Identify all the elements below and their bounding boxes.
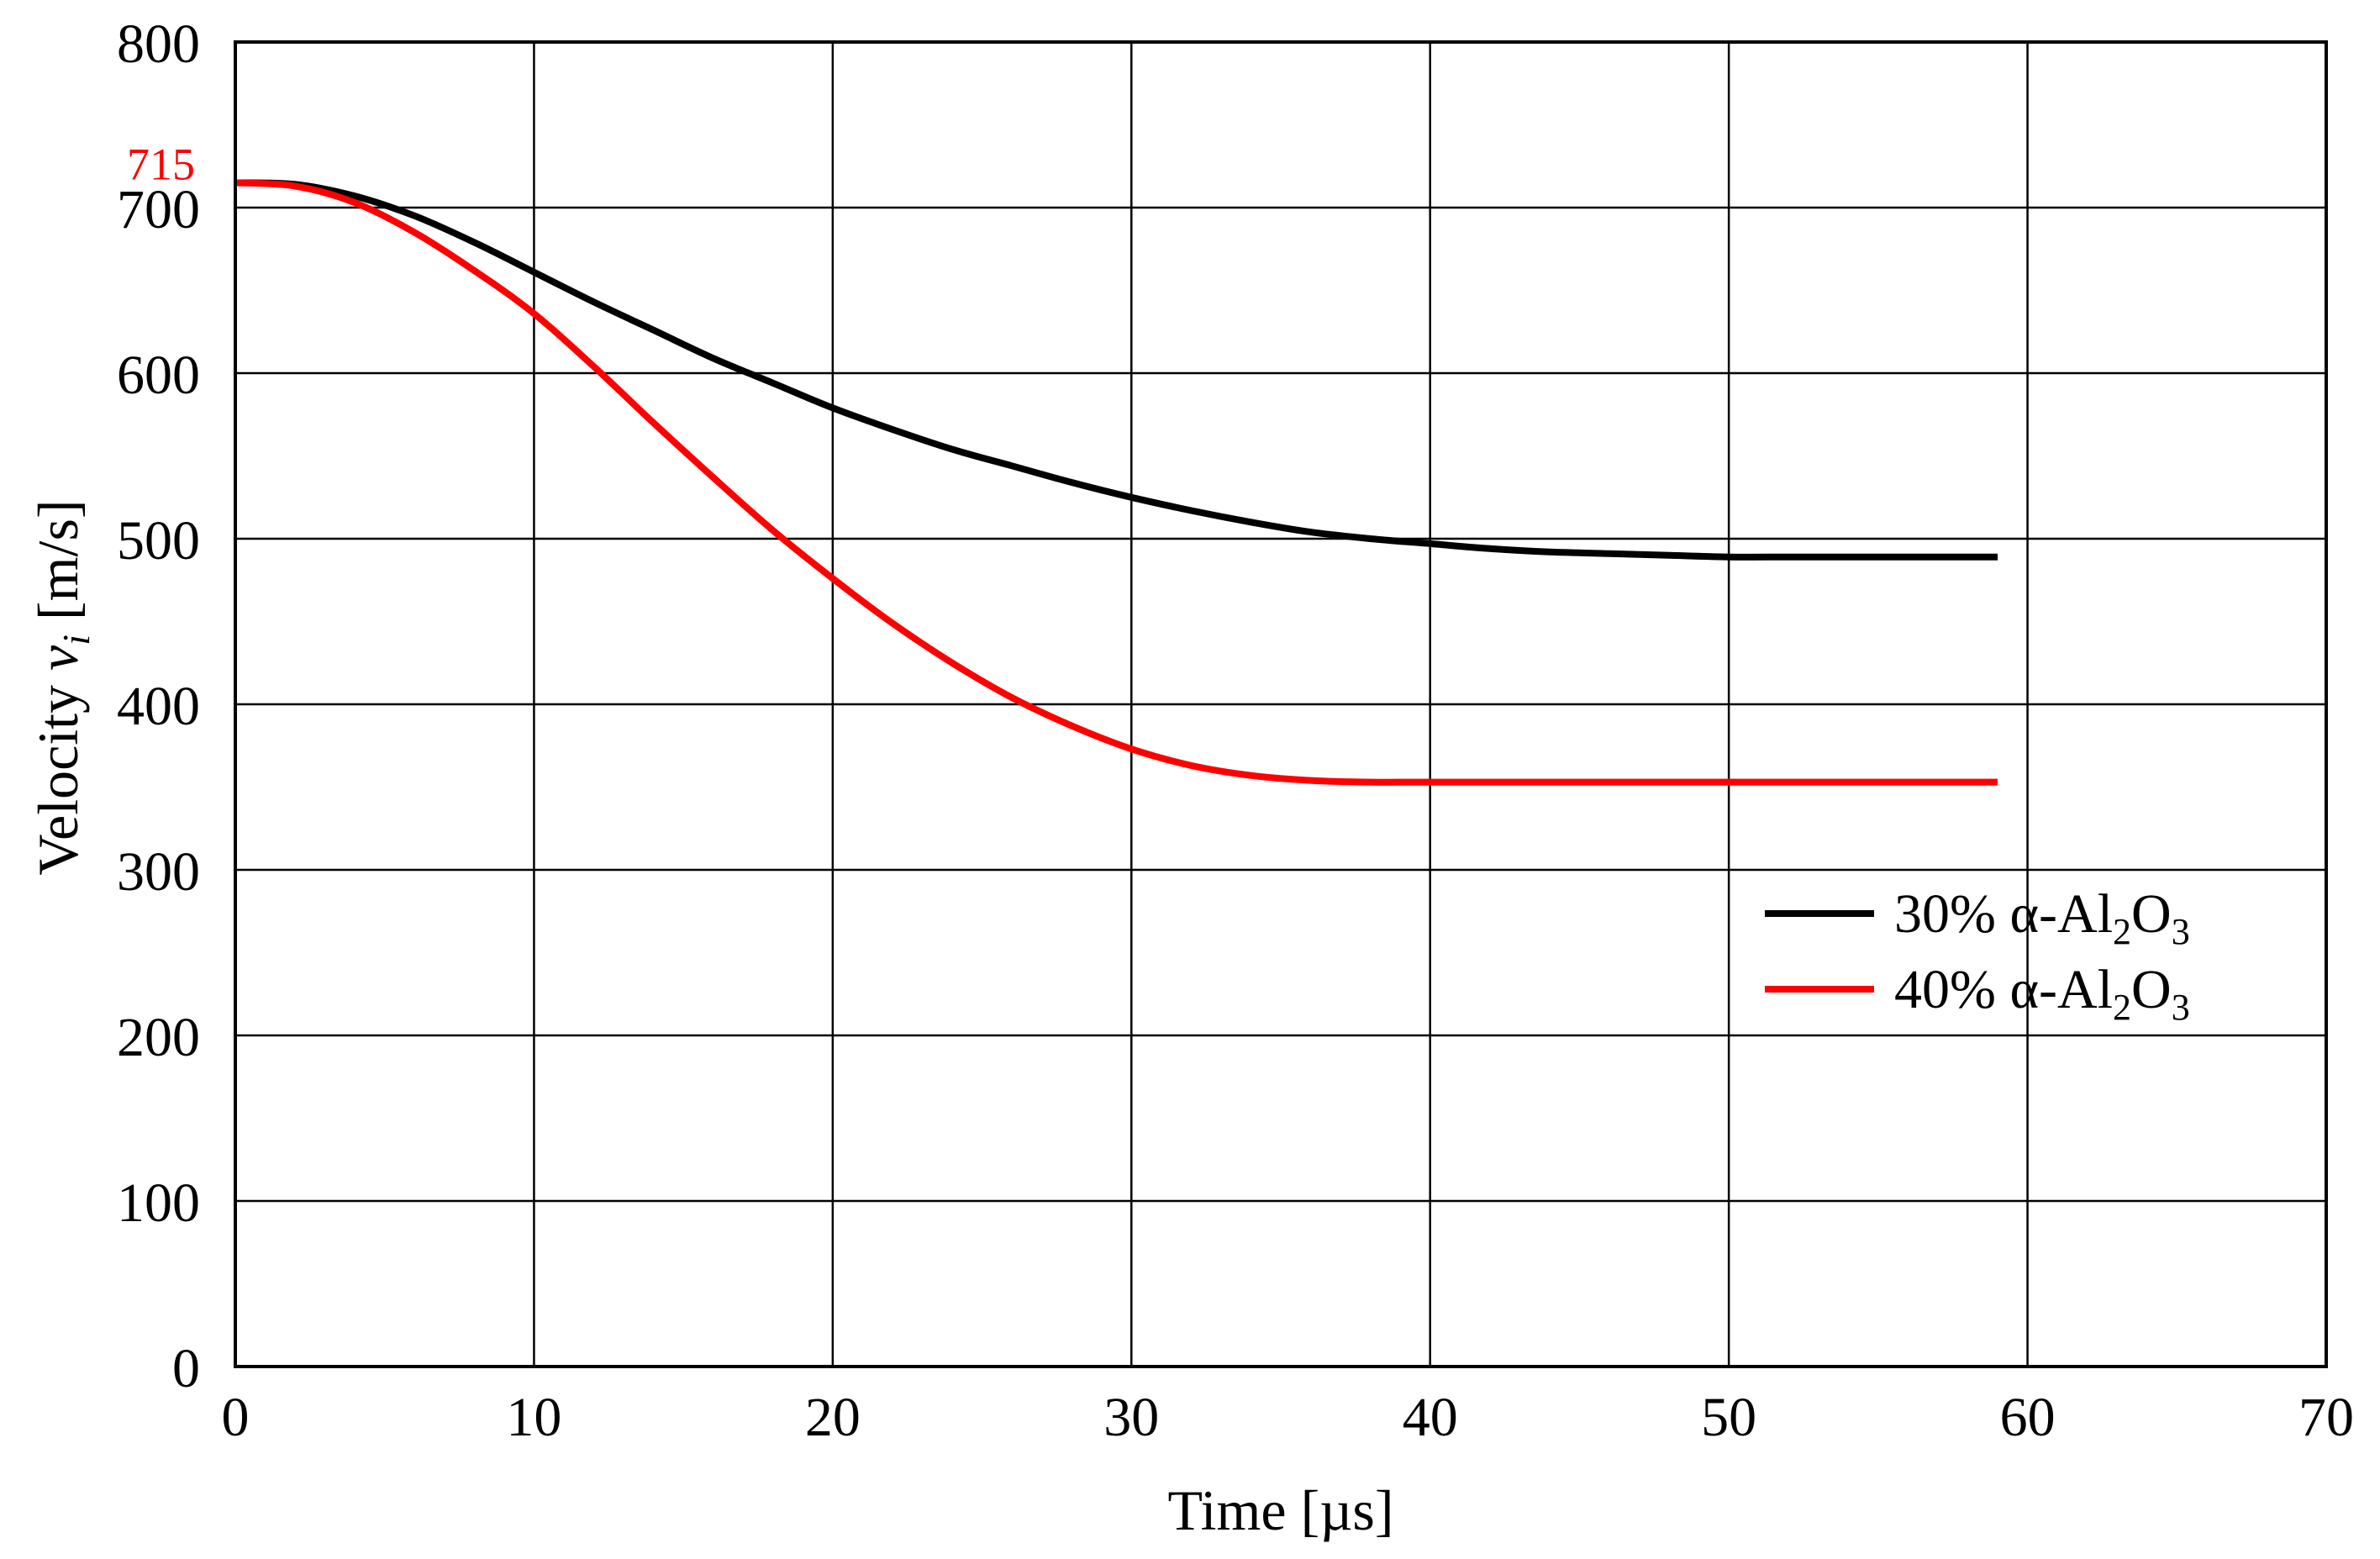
y-axis-title: Velocity vi [m/s] [26, 499, 97, 875]
legend-40pct-sub1: 2 [2113, 987, 2131, 1028]
y-tick-label-100: 100 [117, 1172, 200, 1234]
y-tick-label-0: 0 [172, 1338, 200, 1399]
y-axis-title-suffix: [m/s] [26, 499, 90, 635]
y-axis-title-symbol: v [26, 645, 90, 671]
legend-30pct-sub1: 2 [2113, 911, 2131, 952]
legend-40pct-mid: O [2131, 959, 2172, 1020]
legend-30pct-mid: O [2131, 883, 2172, 945]
x-tick-label-50: 50 [1701, 1387, 1756, 1448]
x-axis-title: Time [µs] [1167, 1478, 1393, 1542]
legend-40pct-sub2: 3 [2172, 987, 2190, 1028]
legend-30pct-prefix: 30% α-Al [1894, 883, 2113, 945]
x-tick-label-60: 60 [2000, 1387, 2056, 1448]
grid-lines [235, 42, 2326, 1367]
x-tick-label-0: 0 [222, 1387, 250, 1448]
y-tick-label-600: 600 [117, 345, 200, 406]
legend: 30% α-Al2O3 40% α-Al2O3 [1765, 883, 2190, 1028]
series-line-40pct [234, 179, 1998, 786]
x-tick-label-40: 40 [1403, 1387, 1458, 1448]
y-tick-label-700: 700 [117, 179, 200, 240]
x-tick-label-30: 30 [1103, 1387, 1159, 1448]
y-tick-label-500: 500 [117, 510, 200, 571]
y-axis-title-subscript: i [55, 635, 97, 645]
legend-40pct-prefix: 40% α-Al [1894, 959, 2113, 1020]
series-line-30pct [234, 179, 1998, 561]
y-tick-label-200: 200 [117, 1007, 200, 1068]
x-tick-label-70: 70 [2298, 1387, 2354, 1448]
data-series [234, 179, 1998, 786]
y-tick-label-300: 300 [117, 841, 200, 903]
y-axis-title-prefix: Velocity [26, 671, 90, 876]
plot-frame [234, 40, 2328, 1368]
initial-velocity-annotation: 715 [127, 139, 195, 189]
y-tick-label-800: 800 [117, 13, 200, 75]
legend-label-30pct: 30% α-Al2O3 [1894, 883, 2190, 952]
x-tick-label-10: 10 [506, 1387, 561, 1448]
x-tick-label-20: 20 [805, 1387, 861, 1448]
legend-label-40pct: 40% α-Al2O3 [1894, 959, 2190, 1028]
y-tick-label-400: 400 [117, 676, 200, 737]
legend-30pct-sub2: 3 [2172, 911, 2190, 952]
